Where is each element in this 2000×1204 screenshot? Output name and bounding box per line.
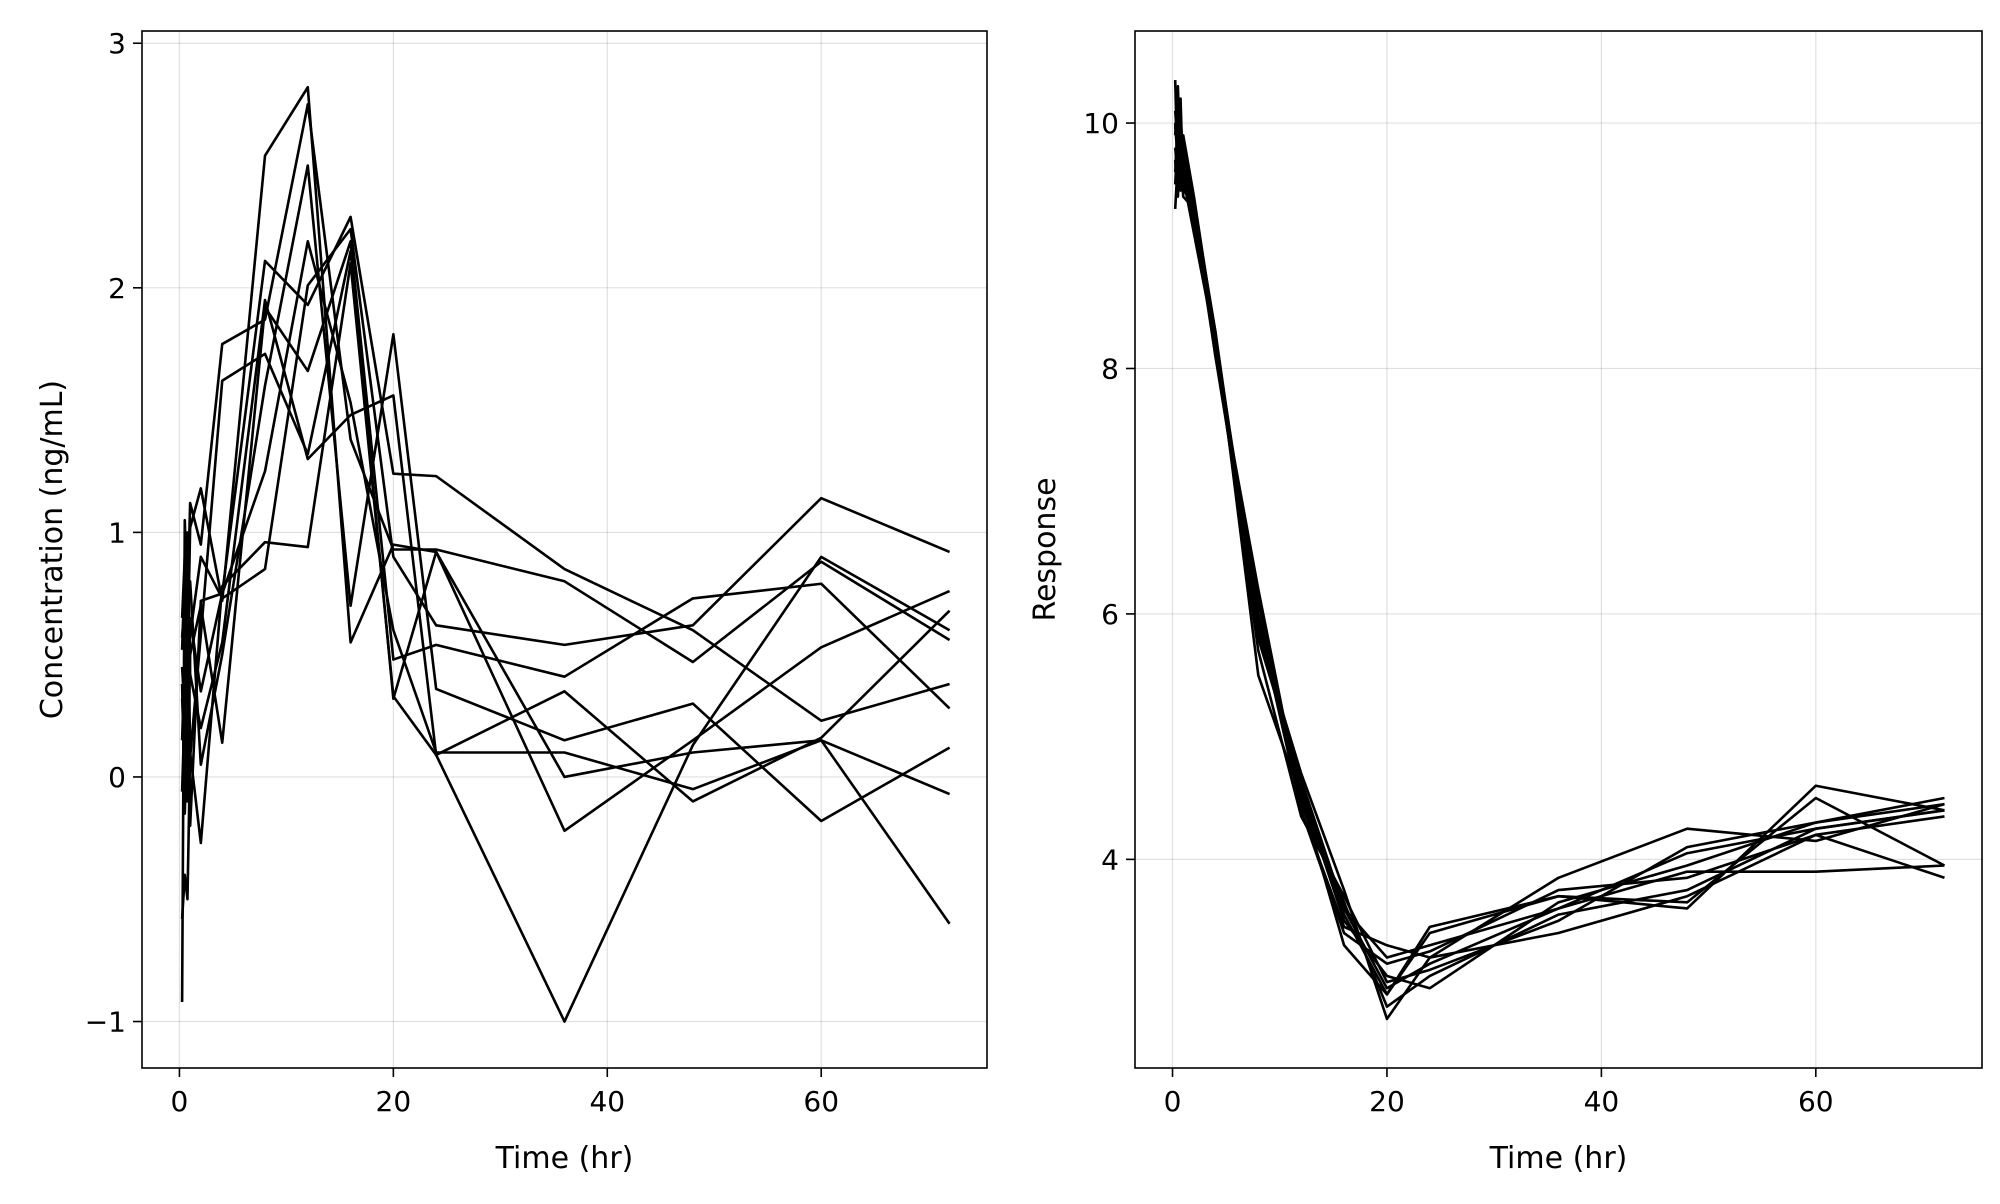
series-line-7 xyxy=(1173,147,1945,1021)
concentration-panel: 0 20 40 60 −1 0 1 2 3 Time (hr) Concentration (ng/… xyxy=(35,27,988,1176)
y-tick-label: 2 xyxy=(108,272,126,305)
series-line-5 xyxy=(1173,110,1945,984)
series-line-9 xyxy=(1173,134,1945,965)
y-tick-label: −1 xyxy=(85,1006,126,1039)
series-line-6 xyxy=(180,164,951,823)
series-line-7 xyxy=(180,240,951,803)
series-line-1 xyxy=(180,103,951,1002)
series-line-5 xyxy=(180,249,951,796)
y-tick-label: 6 xyxy=(1101,598,1119,631)
plot-frame xyxy=(141,30,988,1069)
series-line-1 xyxy=(1173,80,1946,996)
response-panel: 0 20 40 60 4 6 8 10 Time (hr) Response xyxy=(1028,30,1983,1176)
y-tick-label: 10 xyxy=(1083,107,1119,140)
x-tick-label: 0 xyxy=(1164,1085,1182,1118)
y-tick-label: 0 xyxy=(108,761,126,794)
series-line-8 xyxy=(1173,109,1945,990)
y-tick-label: 4 xyxy=(1101,843,1119,876)
x-tick-label: 0 xyxy=(171,1085,189,1118)
series-line-3 xyxy=(180,215,950,828)
series-line-10 xyxy=(1173,122,1945,990)
x-tick-label: 60 xyxy=(1798,1085,1834,1118)
x-axis-title: Time (hr) xyxy=(495,1141,634,1176)
x-axis-title: Time (hr) xyxy=(1489,1141,1628,1176)
series-line-10 xyxy=(180,240,951,925)
y-axis-title: Concentration (ng/mL) xyxy=(35,380,70,719)
y-axis-title: Response xyxy=(1028,477,1063,621)
series-line-2 xyxy=(180,85,951,833)
x-tick-label: 20 xyxy=(376,1085,412,1118)
x-tick-label: 60 xyxy=(803,1085,839,1118)
series-line-4 xyxy=(180,298,951,1023)
x-tick-label: 40 xyxy=(589,1085,625,1118)
series-line-3 xyxy=(1173,121,1945,996)
x-tick-label: 40 xyxy=(1584,1085,1620,1118)
series-line-8 xyxy=(180,262,951,919)
y-tick-label: 3 xyxy=(108,27,126,60)
y-tick-label: 1 xyxy=(108,516,126,549)
x-tick-label: 20 xyxy=(1369,1085,1405,1118)
plot-frame xyxy=(1134,30,1983,1069)
y-tick-label: 8 xyxy=(1101,352,1119,385)
series-line-4 xyxy=(1173,115,1945,959)
